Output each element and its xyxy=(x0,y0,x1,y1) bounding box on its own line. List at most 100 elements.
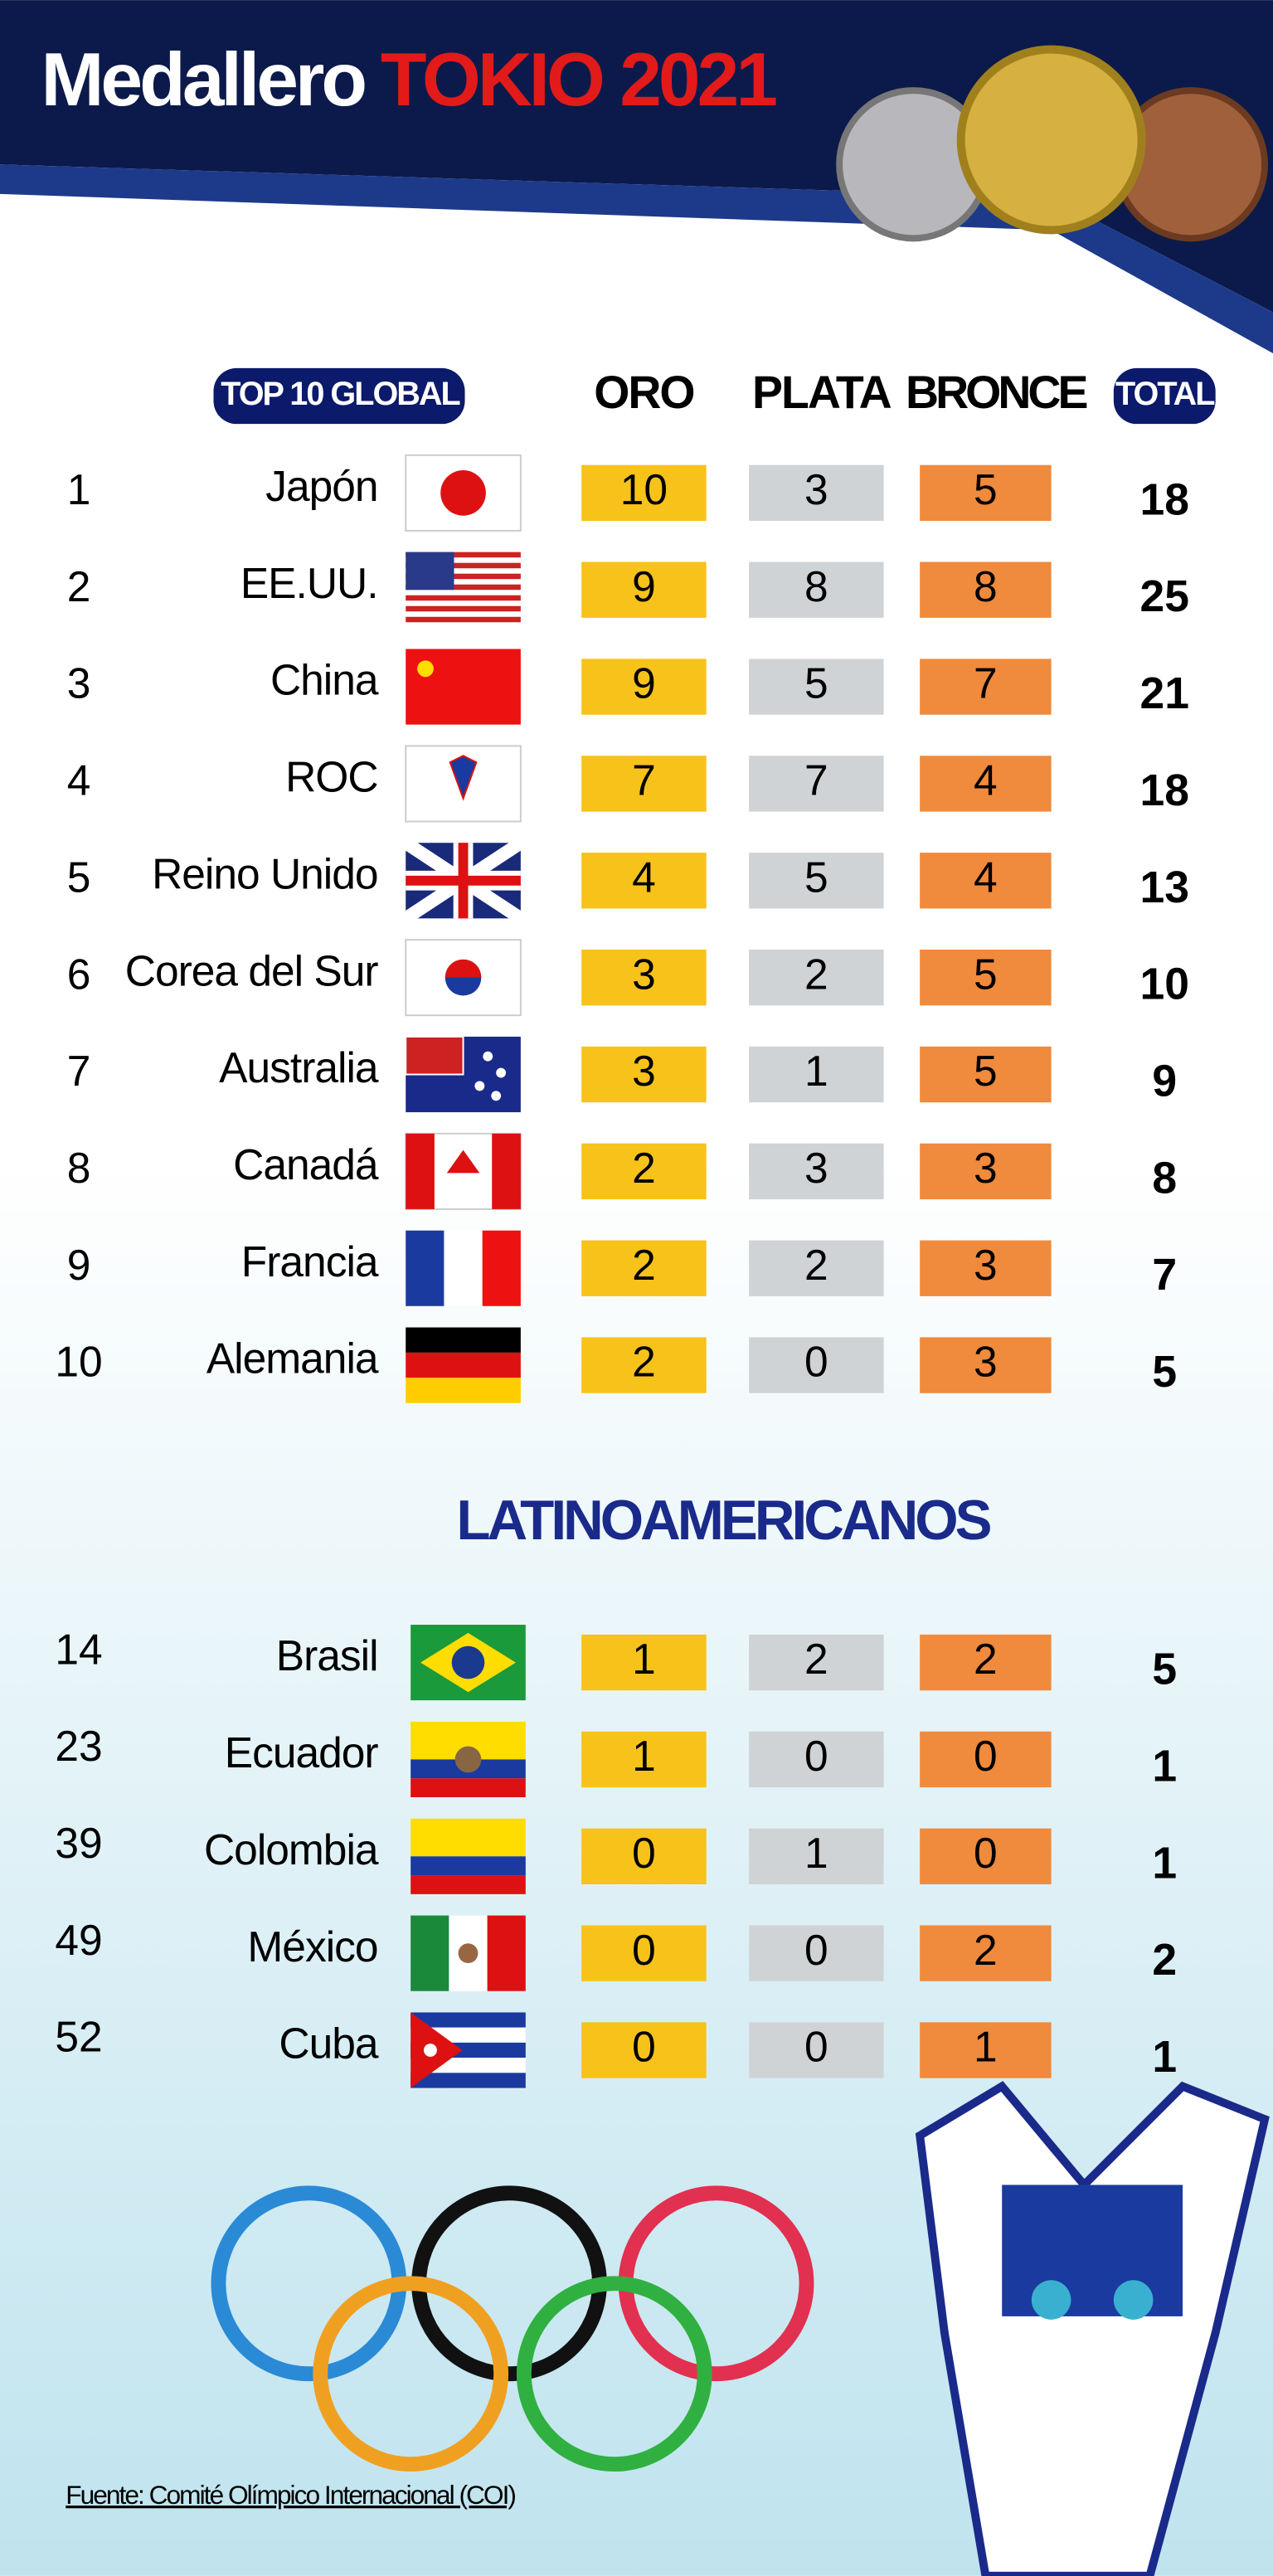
f xyxy=(411,1856,526,1876)
rank: 8 xyxy=(67,1144,91,1192)
total: 18 xyxy=(1140,475,1189,524)
medal-cell xyxy=(749,2022,884,2078)
f xyxy=(424,2044,437,2057)
total: 2 xyxy=(1152,1936,1177,1985)
medal-cell xyxy=(920,464,1052,522)
table-row: 4 ROC 7 7 4 18 xyxy=(67,745,1189,823)
medal-count: 0 xyxy=(632,1926,656,1974)
country: Canadá xyxy=(233,1140,379,1188)
f xyxy=(487,1915,526,1991)
medal-cell xyxy=(749,1634,884,1691)
medal-cell xyxy=(749,1828,884,1884)
total: 10 xyxy=(1140,960,1189,1009)
f xyxy=(444,1230,483,1306)
column-header: TOTAL xyxy=(1115,376,1214,412)
medal-cell xyxy=(749,1046,884,1103)
rank: 9 xyxy=(67,1241,91,1289)
medal-cell xyxy=(581,561,707,618)
column-header: TOP 10 GLOBAL xyxy=(221,376,459,412)
f xyxy=(406,605,521,612)
medal-count: 1 xyxy=(804,1829,828,1877)
f xyxy=(482,1230,521,1306)
f xyxy=(458,1943,479,1964)
f xyxy=(445,959,482,978)
medal-count: 2 xyxy=(632,1241,656,1289)
table-row: 5 Reino Unido 4 5 4 13 xyxy=(67,837,1189,924)
f xyxy=(449,755,478,801)
f xyxy=(451,1645,485,1679)
column-header: BRONCE xyxy=(906,367,1086,418)
olympic-rings xyxy=(211,2185,814,2472)
medal-cell xyxy=(749,853,884,909)
medal-cell xyxy=(581,1731,707,1788)
table-row: 10 Alemania 2 0 3 5 xyxy=(55,1327,1177,1403)
f xyxy=(406,562,521,569)
medal-cell xyxy=(920,659,1052,715)
medal-cell xyxy=(920,756,1052,812)
f xyxy=(496,1067,507,1078)
medal-count: 5 xyxy=(974,1047,998,1095)
table-row: 3 China 9 5 7 21 xyxy=(67,649,1189,725)
medal-cell xyxy=(749,659,884,715)
medal-count: 2 xyxy=(974,1926,998,1974)
medal-count: 5 xyxy=(974,465,998,513)
medal-cell xyxy=(920,1731,1052,1788)
table-row: 39 Colombia 0 1 0 1 xyxy=(55,1818,1177,1894)
rank: 14 xyxy=(55,1625,102,1673)
rank: 4 xyxy=(67,756,91,804)
medal-count: 5 xyxy=(804,659,828,707)
medal-count: 2 xyxy=(632,1338,656,1386)
rank: 52 xyxy=(55,2013,102,2061)
medal-cell xyxy=(920,2022,1052,2078)
medal-count: 10 xyxy=(620,465,668,513)
medal-cell xyxy=(581,464,707,522)
f xyxy=(491,1091,502,1101)
f xyxy=(406,1378,521,1403)
medal-cell xyxy=(749,949,884,1006)
country: ROC xyxy=(285,753,377,801)
country: Corea del Sur xyxy=(125,946,379,994)
f xyxy=(406,584,521,591)
medal-count: 2 xyxy=(804,1241,828,1289)
f xyxy=(417,660,434,678)
medal-cell xyxy=(749,1925,884,1981)
f xyxy=(406,649,521,725)
table-row: 49 México 0 0 2 2 xyxy=(55,1915,1177,1991)
country: Ecuador xyxy=(225,1728,379,1776)
medal-count: 9 xyxy=(632,562,656,610)
total: 5 xyxy=(1152,1645,1177,1694)
total: 25 xyxy=(1140,572,1189,621)
medal-cell xyxy=(920,1337,1052,1393)
medal-count: 1 xyxy=(632,1732,656,1780)
country: China xyxy=(270,656,379,704)
table-row: 2 EE.UU. 9 8 8 25 xyxy=(67,552,1189,623)
country: EE.UU. xyxy=(241,559,378,607)
medal-count: 0 xyxy=(632,2023,656,2071)
table-row: 8 Canadá 2 3 3 8 xyxy=(67,1132,1177,1210)
pill xyxy=(1113,367,1216,425)
medal-count: 4 xyxy=(632,853,656,901)
rank: 39 xyxy=(55,1819,102,1867)
table-row: 9 Francia 2 2 3 7 xyxy=(67,1230,1177,1306)
medal-cell xyxy=(581,1240,707,1296)
table-row: 52 Cuba 0 0 1 1 xyxy=(55,2012,1177,2088)
medal-count: 3 xyxy=(804,1144,828,1192)
country: Australia xyxy=(219,1043,379,1091)
medal-cell xyxy=(749,1337,884,1393)
rank: 7 xyxy=(67,1047,91,1095)
rank: 10 xyxy=(55,1338,102,1386)
medal-count: 2 xyxy=(632,1144,656,1192)
column-header: ORO xyxy=(594,367,693,418)
rank: 3 xyxy=(67,659,91,707)
medal-count: 3 xyxy=(632,950,656,998)
medal-cell xyxy=(920,853,1052,909)
medal-cell xyxy=(749,1731,884,1788)
medal-cell xyxy=(581,1143,707,1200)
medal-cell xyxy=(581,1634,707,1691)
medal-count: 0 xyxy=(804,1338,828,1386)
total: 1 xyxy=(1152,2033,1177,2082)
medal-count: 3 xyxy=(974,1144,998,1192)
header-band xyxy=(0,0,1273,313)
table-row: 1 Japón 10 3 5 18 xyxy=(67,454,1189,532)
